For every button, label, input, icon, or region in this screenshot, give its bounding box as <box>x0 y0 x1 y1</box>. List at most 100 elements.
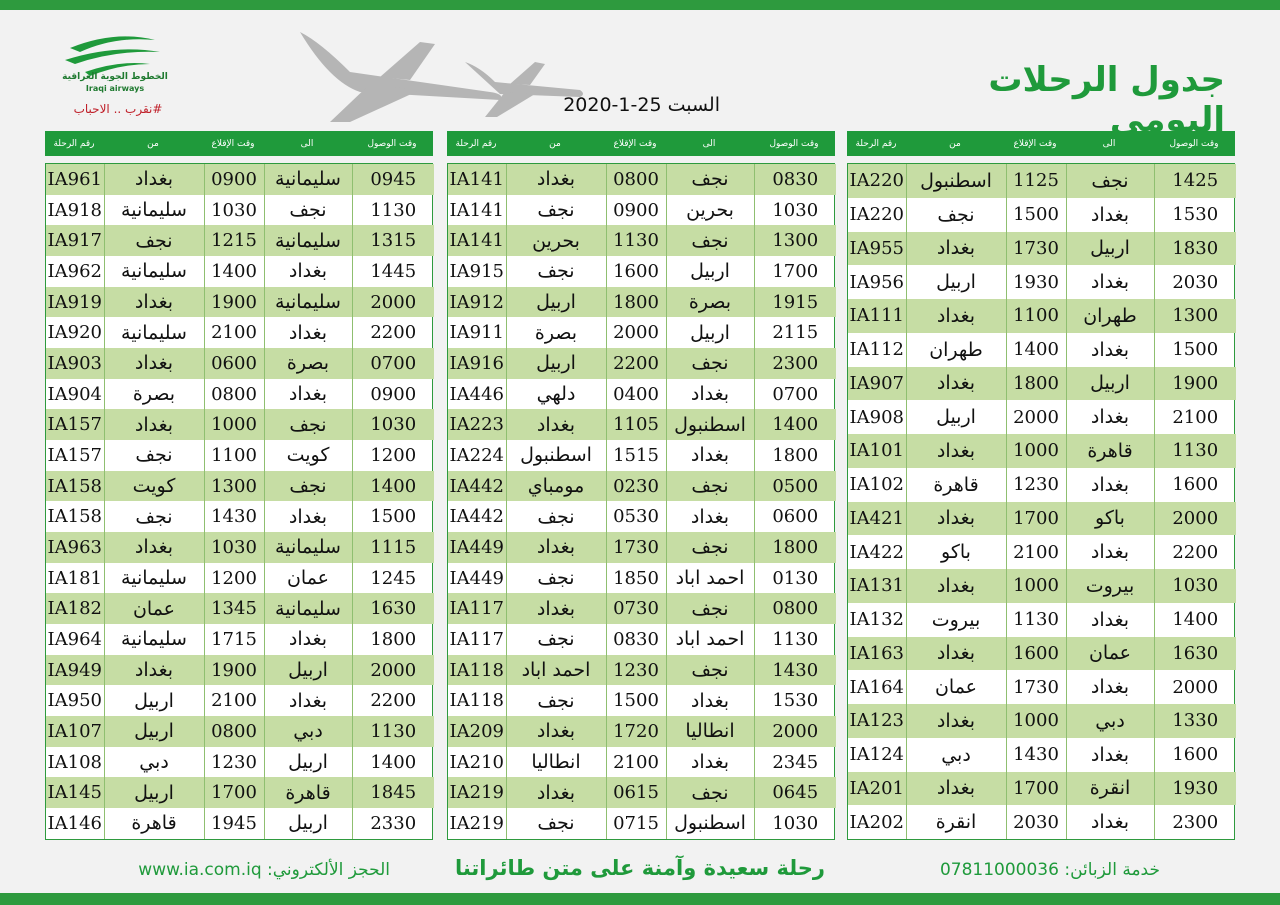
origin: سليمانية <box>103 624 204 655</box>
flight-number: IA421 <box>848 501 906 536</box>
destination: بحرين <box>665 194 754 226</box>
departure: 0615 <box>605 777 666 809</box>
destination: اربيل <box>1065 231 1154 266</box>
flight-number: IA920 <box>47 322 102 344</box>
arrival: 1430 <box>753 654 836 686</box>
arrival: 1030 <box>1153 569 1236 603</box>
arrival: 1845 <box>351 777 434 809</box>
destination: بغداد <box>263 624 352 655</box>
flight-number: IA915 <box>449 260 504 282</box>
origin: بغداد <box>103 409 204 441</box>
flight-number: IA918 <box>47 199 102 221</box>
flight-number: IA904 <box>47 383 102 405</box>
booking-label: الحجز الألكتروني: <box>267 860 390 880</box>
column-header: رقم الرحلة <box>855 138 897 149</box>
departure: 1715 <box>203 624 264 655</box>
bottom-bar <box>0 893 1280 905</box>
arrival: 1425 <box>1153 164 1236 198</box>
flight-row: IA132 بيروت 1130 بغداد 1400 <box>848 602 1236 637</box>
origin: قاهرة <box>103 808 204 839</box>
flight-number: IA224 <box>449 444 504 466</box>
flight-table: رقم الرحلة من وقت الإقلاع الى وقت الوصول IA14… <box>447 131 836 840</box>
flight-number: IA145 <box>46 777 104 809</box>
origin: مومباي <box>505 470 606 502</box>
flight-number: IA108 <box>47 751 102 773</box>
destination: بغداد <box>263 501 352 533</box>
departure: 1000 <box>1005 569 1066 603</box>
origin: اربيل <box>905 400 1006 434</box>
destination: اربيل <box>263 746 352 778</box>
arrival: 1130 <box>753 624 836 655</box>
flight-number: IA956 <box>849 271 904 293</box>
flight-number: IA201 <box>848 771 906 806</box>
origin: بغداد <box>505 164 606 195</box>
flight-row: IA131 بغداد 1000 بيروت 1030 <box>848 569 1236 603</box>
arrival: 1600 <box>1153 737 1236 772</box>
arrival: 1200 <box>351 440 434 471</box>
destination: طهران <box>1065 299 1154 333</box>
destination: عمان <box>1065 636 1154 671</box>
arrival: 0130 <box>753 562 836 594</box>
flight-row: IA449 بغداد 1730 نجف 1800 <box>448 532 836 563</box>
flight-number: IA123 <box>848 704 906 738</box>
arrival: 2000 <box>351 654 434 686</box>
departure: 2030 <box>1005 805 1066 839</box>
origin: نجف <box>103 225 204 257</box>
arrival: 1130 <box>1153 434 1236 468</box>
flight-row: IA146 قاهرة 1945 اربيل 2330 <box>46 808 434 839</box>
arrival: 2000 <box>753 716 836 747</box>
origin: طهران <box>905 332 1006 367</box>
flight-number: IA955 <box>848 231 906 266</box>
arrival: 1900 <box>1153 366 1236 401</box>
destination: احمد اباد <box>665 624 754 655</box>
departure: 0830 <box>605 624 666 655</box>
flight-number: IA117 <box>448 593 506 625</box>
flight-row: IA141 نجف 0900 بحرين 1030 <box>448 194 836 226</box>
origin: بغداد <box>905 231 1006 266</box>
arrival: 1300 <box>1153 299 1236 333</box>
departure: 0800 <box>203 716 264 747</box>
flight-number: IA141 <box>448 225 506 257</box>
arrival: 1030 <box>753 808 836 839</box>
flight-row: IA164 عمان 1730 بغداد 2000 <box>848 670 1236 704</box>
origin: بغداد <box>905 434 1006 468</box>
flight-row: IA421 بغداد 1700 باكو 2000 <box>848 501 1236 536</box>
departure: 1430 <box>1005 737 1066 772</box>
column-header: وقت الوصول <box>769 138 819 149</box>
flight-row: IA449 نجف 1850 احمد اباد 0130 <box>448 562 836 594</box>
departure: 2100 <box>203 685 264 717</box>
destination: سليمانية <box>263 286 352 318</box>
departure: 0400 <box>605 378 666 410</box>
departure: 1600 <box>605 256 666 287</box>
destination: بغداد <box>1065 467 1154 502</box>
flight-number: IA917 <box>46 225 104 257</box>
departure: 1030 <box>203 532 264 563</box>
destination: اربيل <box>665 317 754 349</box>
arrival: 0900 <box>351 378 434 410</box>
arrival: 1400 <box>1153 602 1236 637</box>
flight-number: IA118 <box>448 654 506 686</box>
flight-row: IA141 بغداد 0800 نجف 0830 <box>448 164 836 195</box>
arrival: 1930 <box>1153 771 1236 806</box>
departure: 1400 <box>203 256 264 287</box>
destination: بغداد <box>665 746 754 778</box>
flight-row: IA961 بغداد 0900 سليمانية 0945 <box>46 164 434 195</box>
booking-url: www.ia.com.iq <box>138 860 262 880</box>
arrival: 1330 <box>1153 704 1236 738</box>
arrival: 1500 <box>351 501 434 533</box>
flight-row: IA124 دبي 1430 بغداد 1600 <box>848 737 1236 772</box>
departure: 1105 <box>605 409 666 441</box>
column-header: وقت الإقلاع <box>1013 138 1057 149</box>
flight-number: IA442 <box>448 470 506 502</box>
origin: بغداد <box>905 299 1006 333</box>
flight-row: IA112 طهران 1400 بغداد 1500 <box>848 332 1236 367</box>
origin: اربيل <box>103 777 204 809</box>
arrival: 1245 <box>351 562 434 594</box>
arrival: 1400 <box>753 409 836 441</box>
origin: اربيل <box>505 286 606 318</box>
destination: اربيل <box>665 256 754 287</box>
departure: 1730 <box>1005 670 1066 704</box>
arrival: 1530 <box>753 685 836 717</box>
destination: بغداد <box>665 440 754 471</box>
departure: 2000 <box>1005 400 1066 434</box>
